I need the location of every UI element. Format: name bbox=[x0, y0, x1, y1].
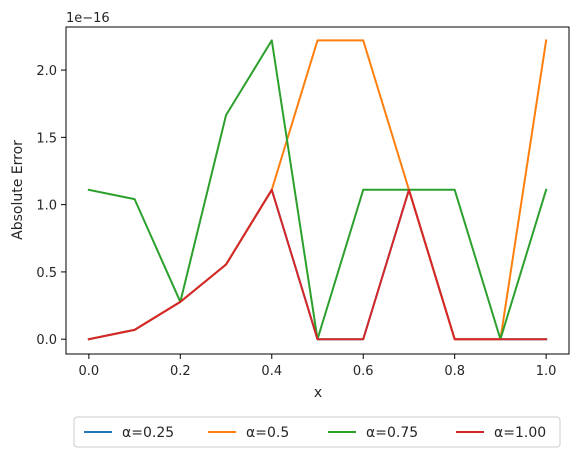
y-tick-label-3: 1.5 bbox=[36, 131, 57, 146]
y-offset-text: 1e−16 bbox=[66, 11, 110, 26]
legend-label-2: α=0.75 bbox=[366, 425, 418, 441]
x-tick-label-2: 0.4 bbox=[261, 364, 282, 379]
x-tick-label-0: 0.0 bbox=[79, 364, 100, 379]
x-tick-label-1: 0.2 bbox=[170, 364, 191, 379]
y-tick-label-4: 2.0 bbox=[36, 64, 57, 79]
y-tick-label-1: 0.5 bbox=[36, 266, 57, 281]
x-tick-label-5: 1.0 bbox=[536, 364, 557, 379]
y-tick-label-2: 1.0 bbox=[36, 199, 57, 214]
legend-frame bbox=[73, 416, 561, 448]
legend-label-0: α=0.25 bbox=[122, 425, 174, 441]
legend-label-1: α=0.5 bbox=[246, 425, 289, 441]
legend: α=0.25 α=0.5 α=0.75 α=1.00 bbox=[73, 416, 561, 448]
axes-frame bbox=[65, 26, 570, 355]
plot-area: 0.0 0.2 0.4 0.6 0.8 1.0 0.0 0.5 1.0 1.5 2.0 bbox=[36, 26, 570, 379]
x-tick-label-4: 0.8 bbox=[444, 364, 465, 379]
x-tick-label-3: 0.6 bbox=[353, 364, 374, 379]
series-line-3 bbox=[87, 188, 548, 341]
y-axis-label: Absolute Error bbox=[10, 140, 26, 240]
legend-label-3: α=1.00 bbox=[494, 425, 546, 441]
x-axis-label: x bbox=[314, 385, 322, 401]
y-tick-label-0: 0.0 bbox=[36, 333, 57, 348]
